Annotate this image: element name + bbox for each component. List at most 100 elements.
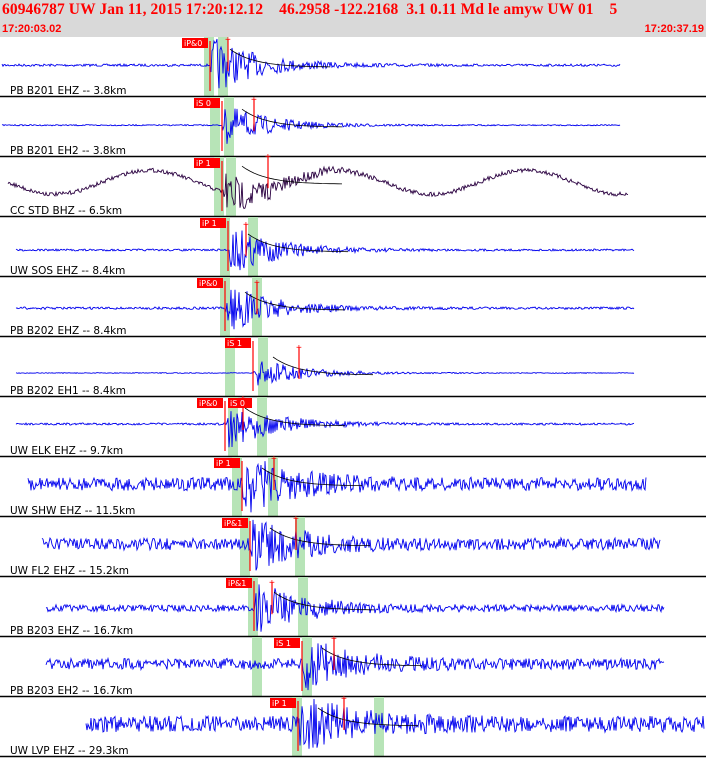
pick-label-box <box>197 398 223 408</box>
pick-label-box <box>194 158 220 168</box>
coda-plus: + <box>254 278 260 289</box>
trace-row: +iP&0iS 0UW ELK EHZ -- 9.7km <box>0 394 706 458</box>
coda-curve <box>229 48 331 68</box>
pick-window <box>252 637 262 697</box>
coda-curve <box>269 527 371 547</box>
pick-window <box>295 517 305 577</box>
trace-row: + iP&1 UW FL2 EHZ -- 15.2km <box>0 514 706 578</box>
pick-window <box>258 337 268 397</box>
coda-curve <box>244 407 346 427</box>
coda-curve <box>241 165 343 185</box>
station-label: PB B202 EHZ -- 8.4km <box>10 325 126 337</box>
pick-label-box <box>214 458 240 468</box>
station-label: PB B203 EHZ -- 16.7km <box>10 625 133 637</box>
pick-label: iP&1 <box>228 579 246 588</box>
seismogram-panel: + iP&0 PB B201 EHZ -- 3.8km + iS 0 PB B201 EH… <box>0 37 706 758</box>
coda-plus: + <box>296 343 302 354</box>
pick-label: iP 1 <box>202 219 217 228</box>
pick-window <box>220 217 230 277</box>
coda-plus: + <box>243 220 249 231</box>
pick-window <box>224 97 234 157</box>
trace-row: + iP&0 PB B202 EHZ -- 8.4km <box>0 277 706 338</box>
pick-label: iP&0 <box>199 399 217 408</box>
pick-window <box>225 337 235 397</box>
coda-plus: + <box>269 578 275 589</box>
waveform <box>15 411 635 448</box>
pick-window <box>374 697 384 757</box>
pick-label: iP&0 <box>184 39 202 48</box>
pick-label: iP 1 <box>196 159 211 168</box>
event-title: 60946787 UW Jan 11, 2015 17:20:12.12 46.… <box>2 1 618 18</box>
trace-row: + iP&1 PB B203 EHZ -- 16.7km <box>0 577 706 638</box>
end-time: 17:20:37.19 <box>644 23 704 35</box>
header-bar: 60946787 UW Jan 11, 2015 17:20:12.12 46.… <box>0 0 706 37</box>
trace-row: + iP 1 UW LVP EHZ -- 29.3km <box>0 694 706 758</box>
pick-label: iP&1 <box>224 519 242 528</box>
pick-label: iP&0 <box>199 279 217 288</box>
pick-window <box>248 217 258 277</box>
trace-row: + iP 1 UW SOS EHZ -- 8.4km <box>0 217 706 278</box>
station-label: CC STD BHZ -- 6.5km <box>10 205 122 217</box>
pick-label-box <box>222 518 248 528</box>
station-label: PB B201 EH2 -- 3.8km <box>10 145 126 157</box>
trace-row: + iP&0 PB B201 EHZ -- 3.8km <box>0 37 706 98</box>
pick-window <box>248 577 258 637</box>
trace-row: + iS 0 PB B201 EH2 -- 3.8km <box>0 95 706 158</box>
pick-window <box>257 397 267 457</box>
pick-label: iS 0 <box>196 99 211 108</box>
coda-plus: + <box>265 152 271 163</box>
pick-window <box>292 697 302 757</box>
coda-plus: + <box>293 514 299 525</box>
pick-window <box>210 97 220 157</box>
station-label: UW SOS EHZ -- 8.4km <box>10 265 125 277</box>
coda-plus: + <box>251 95 257 106</box>
waveform <box>27 461 647 513</box>
trace-row: + iS 1 PB B202 EH1 -- 8.4km <box>0 337 706 398</box>
pick-label-box <box>200 218 226 228</box>
waveform <box>41 519 661 571</box>
coda-plus: + <box>331 634 337 645</box>
coda-curve <box>321 647 423 667</box>
coda-curve <box>317 707 419 727</box>
waveform <box>15 289 635 330</box>
pick-label: iS 1 <box>276 639 291 648</box>
waveform <box>15 230 635 271</box>
waveform <box>15 361 635 386</box>
pick-label-2: iS 0 <box>230 399 245 408</box>
coda-plus: + <box>225 37 231 46</box>
station-label: UW LVP EHZ -- 29.3km <box>10 745 129 757</box>
coda-plus: + <box>341 694 347 705</box>
coda-curve <box>273 591 375 611</box>
coda-curve <box>272 356 374 376</box>
pick-label-box <box>182 38 208 48</box>
station-label: PB B201 EHZ -- 3.8km <box>10 85 126 97</box>
trace-row: + iS 1 PB B203 EH2 -- 16.7km <box>0 634 706 698</box>
coda-curve <box>244 291 346 311</box>
waveform <box>1 38 621 89</box>
pick-window <box>268 457 278 517</box>
pick-label-box <box>270 698 296 708</box>
pick-label-box <box>194 98 220 108</box>
trace-row: + iP 1 UW SHW EHZ -- 11.5km <box>0 454 706 518</box>
coda-curve <box>241 108 343 128</box>
waveform <box>45 643 665 691</box>
station-label: UW ELK EHZ -- 9.7km <box>10 445 123 457</box>
station-label: UW SHW EHZ -- 11.5km <box>10 505 135 517</box>
pick-label-box <box>197 278 223 288</box>
pick-window <box>204 37 214 97</box>
station-label: UW FL2 EHZ -- 15.2km <box>10 565 129 577</box>
pick-label: iP 1 <box>216 459 231 468</box>
station-label: PB B202 EH1 -- 8.4km <box>10 385 126 397</box>
pick-label-box <box>228 398 252 408</box>
coda-plus: + <box>271 454 277 465</box>
trace-row: + iP 1 CC STD BHZ -- 6.5km <box>0 152 706 218</box>
waveform <box>7 165 629 210</box>
waveform <box>45 584 665 632</box>
waveform <box>85 698 705 749</box>
station-label: PB B203 EH2 -- 16.7km <box>10 685 133 697</box>
coda-curve <box>247 233 349 253</box>
pick-label-box <box>225 338 251 348</box>
pick-window <box>214 157 224 217</box>
pick-label-box <box>226 578 252 588</box>
pick-label-box <box>274 638 300 648</box>
